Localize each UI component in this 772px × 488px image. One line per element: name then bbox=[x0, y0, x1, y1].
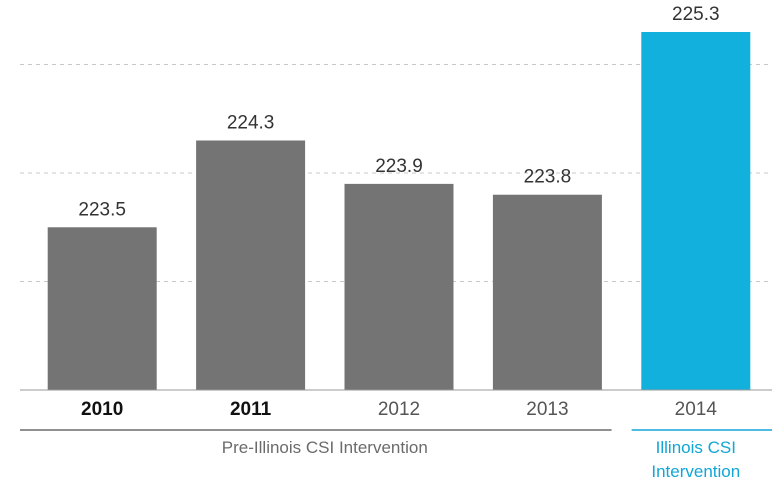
bar bbox=[345, 184, 454, 390]
bar bbox=[641, 32, 750, 390]
x-tick-label: 2014 bbox=[675, 399, 718, 420]
bar bbox=[48, 227, 157, 390]
chart: 2010 223.5 2011 224.3 2012 223.9 2013 223.8 2014… bbox=[0, 0, 772, 488]
group-label: Illinois CSI Intervention bbox=[641, 436, 751, 484]
group-label: Pre-Illinois CSI Intervention bbox=[125, 436, 525, 460]
value-label: 223.5 bbox=[78, 199, 126, 220]
bar bbox=[493, 195, 602, 390]
x-tick-label: 2012 bbox=[378, 399, 420, 420]
x-tick-label: 2013 bbox=[526, 399, 568, 420]
value-label: 225.3 bbox=[672, 4, 720, 25]
bar bbox=[196, 140, 305, 390]
x-tick-label: 2010 bbox=[81, 399, 123, 420]
x-tick-label: 2011 bbox=[230, 399, 272, 420]
page: {"chart_data": {"type": "bar", "categori… bbox=[0, 0, 772, 488]
value-label: 223.9 bbox=[375, 156, 423, 177]
value-label: 223.8 bbox=[524, 167, 572, 188]
value-label: 224.3 bbox=[227, 113, 275, 134]
